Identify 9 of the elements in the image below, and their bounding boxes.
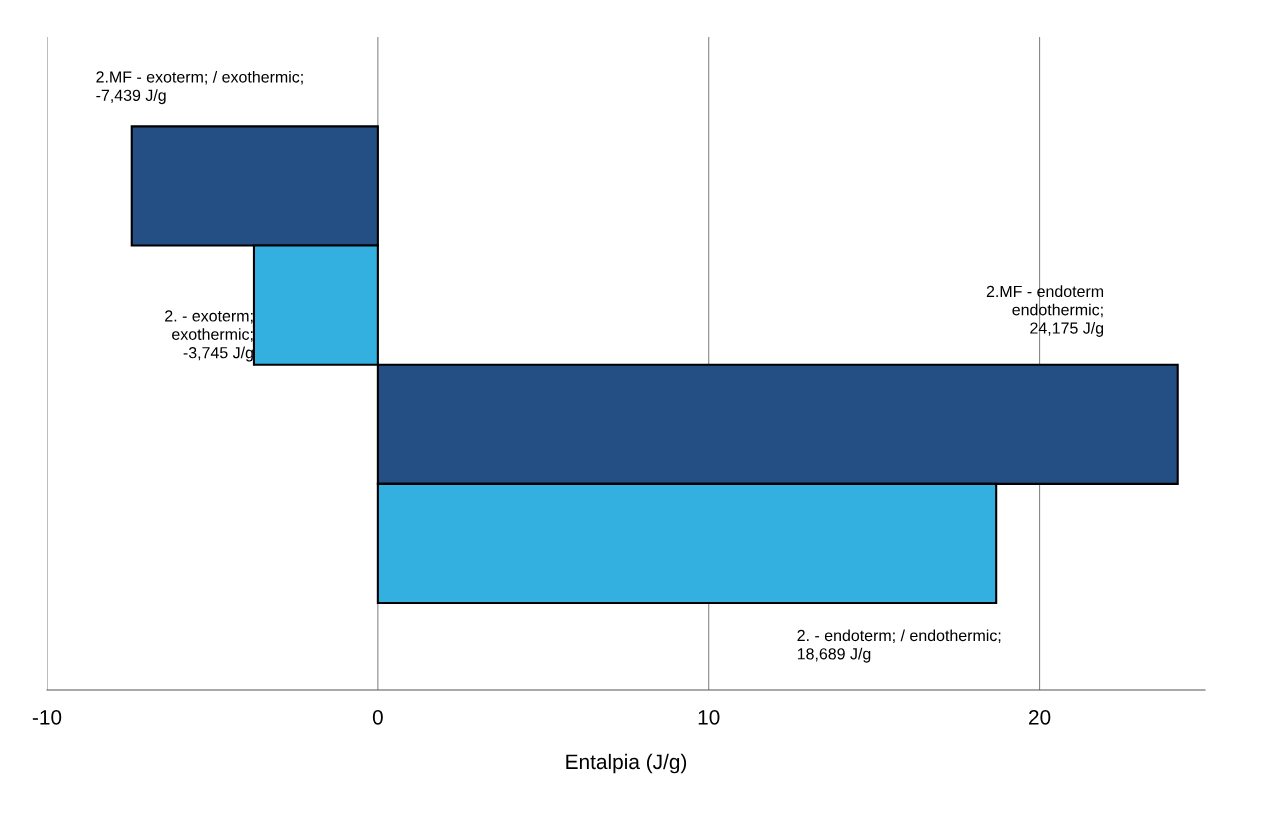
- annotation: 2. - endoterm; / endothermic; 18,689 J/g: [797, 629, 1001, 663]
- x-tick-label: 20: [1029, 709, 1051, 725]
- annotation: 2. - exoterm; exothermic; -3,745 J/g: [165, 310, 253, 362]
- x-axis-title: Entalpia (J/g): [566, 753, 687, 774]
- x-tick-label: -10: [32, 709, 62, 725]
- x-tick-label: 0: [372, 709, 383, 725]
- annotation: 2.MF - endoterm endothermic; 24,175 J/g: [986, 285, 1104, 337]
- annotation: 2.MF - exoterm; / exothermic; -7,439 J/g: [96, 70, 303, 105]
- x-tick-label: 10: [698, 709, 720, 725]
